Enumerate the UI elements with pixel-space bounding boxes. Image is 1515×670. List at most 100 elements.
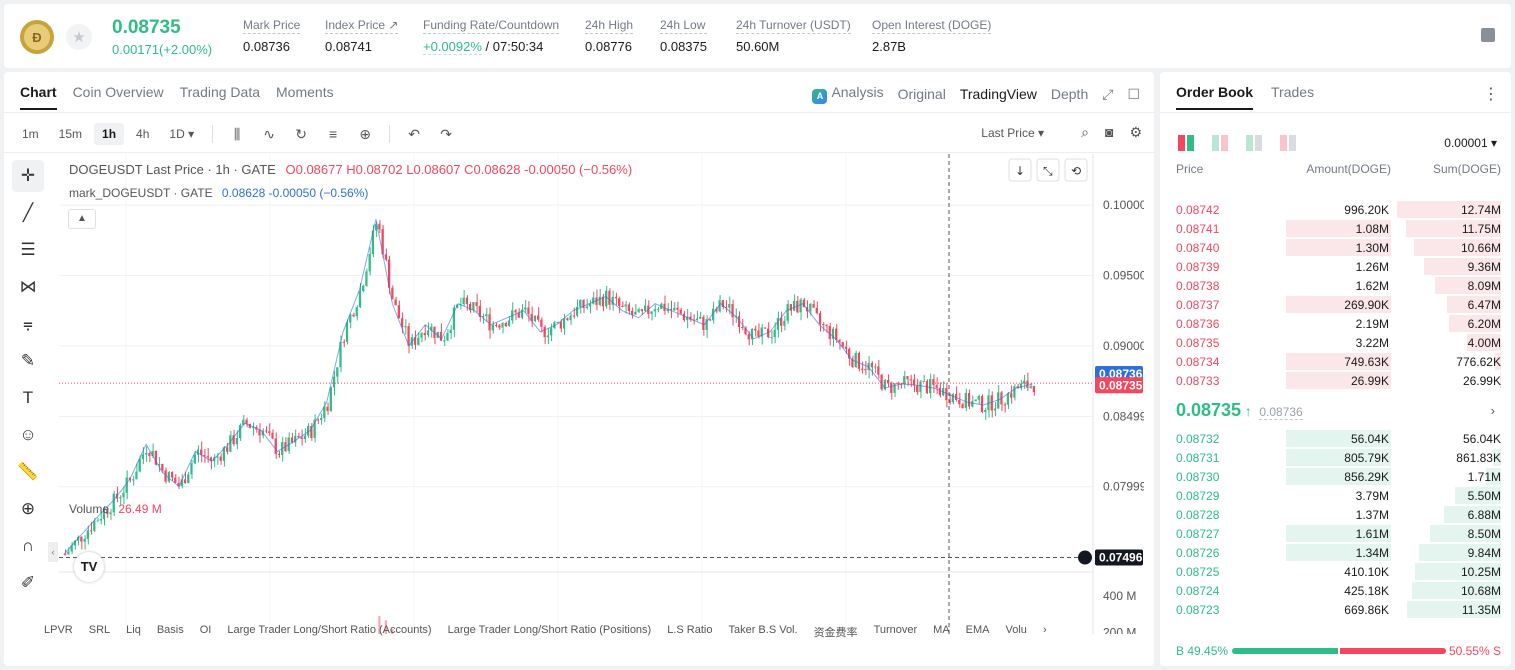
trend-line-icon[interactable]: ╱ bbox=[22, 203, 34, 222]
view-split-icon[interactable] bbox=[1212, 135, 1228, 151]
brush-icon[interactable]: ✎ bbox=[20, 351, 36, 370]
chevron-right-icon[interactable]: › bbox=[1490, 403, 1495, 418]
indicator-volume[interactable]: Volu bbox=[1005, 624, 1027, 636]
tab-coin-overview[interactable]: Coin Overview bbox=[72, 84, 164, 100]
stat-label[interactable]: Open Interest (DOGE) bbox=[872, 18, 992, 34]
replay-icon[interactable]: ↻ bbox=[295, 125, 307, 142]
indicator-lt-accounts[interactable]: Large Trader Long/Short Ratio (Accounts) bbox=[227, 624, 432, 636]
text-icon[interactable]: T bbox=[22, 388, 34, 407]
tab-tradingview[interactable]: TradingView bbox=[959, 86, 1037, 102]
bids-row[interactable]: 0.08725 410.10K 10.25M bbox=[1176, 562, 1501, 581]
bids-row[interactable]: 0.08727 1.61M 8.50M bbox=[1176, 524, 1501, 543]
ruler-icon[interactable]: 📏 bbox=[17, 462, 39, 481]
candle-type-icon[interactable]: ⫼ bbox=[233, 125, 241, 142]
view-bids-icon[interactable] bbox=[1246, 135, 1262, 151]
candle-body bbox=[326, 406, 329, 412]
indicator-ls-ratio[interactable]: L.S Ratio bbox=[667, 624, 713, 636]
tab-original[interactable]: Original bbox=[897, 86, 946, 102]
candle-body bbox=[83, 538, 86, 542]
book-icon[interactable] bbox=[1481, 28, 1495, 42]
emoji-icon[interactable]: ☺ bbox=[19, 425, 37, 444]
chevron-right-icon[interactable]: › bbox=[1042, 624, 1047, 636]
asks-row[interactable]: 0.08741 1.08M 11.75M bbox=[1176, 219, 1501, 238]
indicator-srl[interactable]: SRL bbox=[88, 624, 111, 636]
price-chart[interactable]: 0.100000.095000.090000.084990.0799921222… bbox=[59, 154, 1144, 634]
horizontal-lines-icon[interactable]: ☰ bbox=[20, 240, 36, 259]
price-type-select[interactable]: Last Price ▾ bbox=[981, 126, 1044, 140]
sum-depth-bar bbox=[1455, 487, 1501, 504]
precision-select[interactable]: 0.00001 ▾ bbox=[1444, 136, 1497, 150]
timeframe-15m[interactable]: 15m bbox=[58, 127, 83, 141]
bids-row[interactable]: 0.08731 805.79K 861.83K bbox=[1176, 448, 1501, 467]
indicator-oi[interactable]: OI bbox=[199, 624, 212, 636]
tab-depth[interactable]: Depth bbox=[1050, 86, 1089, 102]
pencil-icon[interactable]: ✐ bbox=[20, 573, 36, 592]
mark-legend-title: mark_DOGEUSDT · GATE bbox=[69, 186, 213, 200]
tab-trades[interactable]: Trades bbox=[1271, 84, 1315, 100]
tab-chart[interactable]: Chart bbox=[20, 84, 57, 110]
undo-icon[interactable]: ↶ bbox=[408, 125, 420, 142]
redo-icon[interactable]: ↷ bbox=[440, 125, 452, 142]
mid-price-row[interactable]: 0.08735 ↑ 0.08736 › bbox=[1176, 400, 1501, 424]
timeframe-1h[interactable]: 1h bbox=[94, 123, 125, 145]
bids-row[interactable]: 0.08728 1.37M 6.88M bbox=[1176, 505, 1501, 524]
row-amount: 749.63K bbox=[1344, 355, 1389, 369]
indicator-taker-vol[interactable]: Taker B.S Vol. bbox=[728, 624, 798, 636]
pattern-icon[interactable]: ⋈ bbox=[19, 277, 37, 296]
asks-row[interactable]: 0.08737 269.90K 6.47M bbox=[1176, 295, 1501, 314]
timeframe-4h[interactable]: 4h bbox=[136, 127, 150, 141]
crosshair-icon[interactable]: ✛ bbox=[12, 160, 44, 192]
timeframe-1m[interactable]: 1m bbox=[22, 127, 39, 141]
view-asks-icon[interactable] bbox=[1280, 135, 1296, 151]
stat-label[interactable]: Index Price ↗ bbox=[325, 18, 399, 34]
asks-row[interactable]: 0.08733 26.99K 26.99K bbox=[1176, 371, 1501, 390]
bids-row[interactable]: 0.08726 1.34M 9.84M bbox=[1176, 543, 1501, 562]
indicator-ema[interactable]: EMA bbox=[965, 624, 990, 636]
asks-row[interactable]: 0.08735 3.22M 4.00M bbox=[1176, 333, 1501, 352]
tab-moments[interactable]: Moments bbox=[276, 84, 334, 100]
add-indicator-icon[interactable]: ⊕ bbox=[359, 125, 371, 142]
gear-icon[interactable]: ⚙ bbox=[1129, 124, 1142, 140]
bids-row[interactable]: 0.08732 56.04K 56.04K bbox=[1176, 429, 1501, 448]
more-icon[interactable]: ⋮ bbox=[1483, 86, 1499, 103]
layout-icon[interactable]: ☐ bbox=[1127, 85, 1140, 102]
candle-body bbox=[89, 530, 93, 532]
magnet-icon[interactable]: ∩ bbox=[21, 536, 35, 555]
tab-trading-data[interactable]: Trading Data bbox=[179, 84, 261, 100]
indicator-lt-positions[interactable]: Large Trader Long/Short Ratio (Positions… bbox=[447, 624, 652, 636]
bids-row[interactable]: 0.08729 3.79M 5.50M bbox=[1176, 486, 1501, 505]
view-both-icon[interactable] bbox=[1178, 135, 1194, 151]
indicator-funding-rate[interactable]: 资金费率 bbox=[813, 627, 858, 639]
bids-row[interactable]: 0.08723 669.86K 11.35M bbox=[1176, 600, 1501, 619]
expand-icon[interactable]: ⤢ bbox=[1102, 85, 1114, 102]
candle-body bbox=[323, 406, 326, 419]
stat-label[interactable]: Mark Price bbox=[243, 18, 301, 34]
fib-icon[interactable]: ⩦ bbox=[23, 314, 33, 333]
indicator-liq[interactable]: Liq bbox=[126, 624, 141, 636]
favorite-star-icon[interactable]: ★ bbox=[66, 24, 92, 50]
collapse-legend-button[interactable]: ▲ bbox=[68, 209, 96, 229]
indicator-turnover[interactable]: Turnover bbox=[873, 624, 918, 636]
camera-icon[interactable]: ◙ bbox=[1104, 124, 1114, 140]
scroll-left-icon[interactable]: ‹ bbox=[48, 542, 58, 562]
template-icon[interactable]: ≡ bbox=[329, 126, 338, 142]
indicator-icon[interactable]: ∿ bbox=[263, 125, 275, 142]
tab-analysis[interactable]: A Analysis bbox=[812, 84, 884, 104]
bids-row[interactable]: 0.08730 856.29K 1.71M bbox=[1176, 467, 1501, 486]
stat-label[interactable]: Funding Rate/Countdown bbox=[423, 18, 560, 34]
search-icon[interactable]: ⌕ bbox=[1081, 124, 1089, 140]
indicator-lpvr[interactable]: LPVR bbox=[44, 624, 73, 636]
asks-row[interactable]: 0.08740 1.30M 10.66M bbox=[1176, 238, 1501, 257]
asks-row[interactable]: 0.08738 1.62M 8.09M bbox=[1176, 276, 1501, 295]
bids-row[interactable]: 0.08724 425.18K 10.68M bbox=[1176, 581, 1501, 600]
indicator-ma[interactable]: MA bbox=[933, 624, 950, 636]
asks-row[interactable]: 0.08739 1.26M 9.36M bbox=[1176, 257, 1501, 276]
tab-order-book[interactable]: Order Book bbox=[1176, 84, 1254, 110]
asks-row[interactable]: 0.08742 996.20K 12.74M bbox=[1176, 200, 1501, 219]
asks-row[interactable]: 0.08736 2.19M 6.20M bbox=[1176, 314, 1501, 333]
candle-body bbox=[844, 346, 848, 349]
indicator-basis[interactable]: Basis bbox=[156, 624, 184, 636]
asks-row[interactable]: 0.08734 749.63K 776.62K bbox=[1176, 352, 1501, 371]
timeframe-1d[interactable]: 1D ▾ bbox=[169, 127, 195, 141]
zoom-icon[interactable]: ⊕ bbox=[20, 499, 36, 518]
